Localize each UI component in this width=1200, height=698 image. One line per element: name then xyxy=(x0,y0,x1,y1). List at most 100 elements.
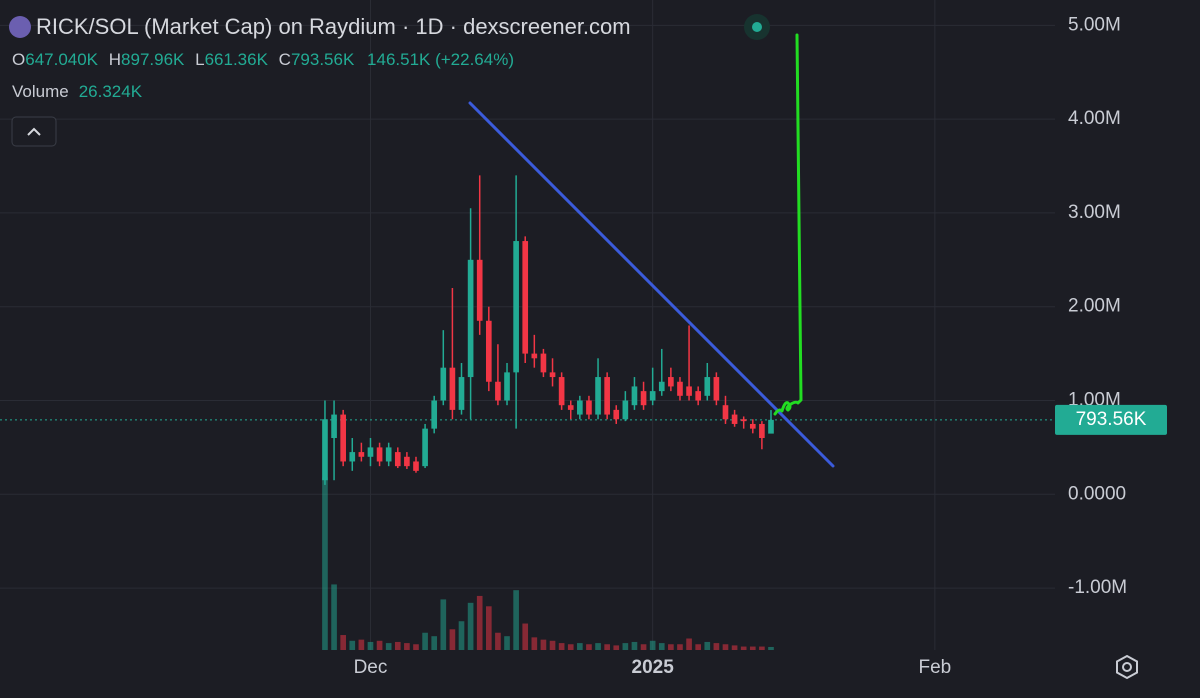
legend-value: 647.040K xyxy=(25,50,98,69)
volume-bar xyxy=(604,644,610,650)
candle-body xyxy=(495,381,501,401)
legend-value: 661.36K xyxy=(205,50,269,69)
volume-bar xyxy=(695,644,701,650)
candle-body xyxy=(549,372,556,378)
candle-body xyxy=(658,381,665,392)
trend-line xyxy=(468,101,835,468)
y-tick-label: 3.00M xyxy=(1068,202,1121,223)
volume-bar xyxy=(440,599,447,650)
gear-hole xyxy=(1122,662,1132,672)
candle-body xyxy=(413,461,419,471)
x-tick-label: Feb xyxy=(918,657,951,678)
volume-bar xyxy=(722,644,729,650)
breakout-arrow xyxy=(773,33,803,416)
candle-body xyxy=(322,419,328,481)
candles xyxy=(322,175,774,485)
candle-body xyxy=(586,400,592,415)
candle-body xyxy=(631,386,638,406)
volume-bar xyxy=(768,646,774,650)
volume-bar xyxy=(686,638,692,650)
candle-body xyxy=(595,377,601,415)
volume-bar xyxy=(622,643,629,650)
candle-body xyxy=(640,391,647,406)
legend-change: 146.51K (+22.64%) xyxy=(367,50,514,69)
volume-bar xyxy=(668,644,674,650)
candle-body xyxy=(431,400,438,429)
candle-body xyxy=(513,241,519,373)
last-price-tag xyxy=(1055,404,1167,435)
candle-body xyxy=(358,452,365,457)
volume-bar xyxy=(476,595,483,650)
volume-bar xyxy=(558,643,565,650)
candle-body xyxy=(759,423,765,439)
token-avatar xyxy=(9,16,31,38)
candle-body xyxy=(485,320,492,382)
candle-body xyxy=(367,447,374,457)
volume-bar xyxy=(322,477,328,650)
candle-body xyxy=(567,405,574,410)
candle-body xyxy=(668,377,674,387)
volume-bar xyxy=(613,645,620,650)
volume-bar xyxy=(367,641,374,650)
y-tick-label: 4.00M xyxy=(1068,108,1121,129)
volume-bar xyxy=(549,640,556,650)
candle-body xyxy=(768,419,774,434)
candle-body xyxy=(522,241,529,354)
candle-body xyxy=(422,428,428,467)
candle-body xyxy=(376,447,383,462)
volume-bar xyxy=(540,639,547,650)
candle-body xyxy=(440,367,447,401)
ohlc-legend: O647.040K H897.96K L661.36K C793.56K 146… xyxy=(12,50,514,69)
x-tick-label: 2025 xyxy=(632,657,675,678)
volume-bar xyxy=(640,644,647,650)
volume-bar xyxy=(731,645,738,650)
legend-key: L xyxy=(195,50,204,69)
candle-body xyxy=(713,377,720,401)
settings-button[interactable] xyxy=(1116,654,1138,680)
candle-body xyxy=(458,377,465,410)
volume-pane xyxy=(322,477,774,650)
volume-bar xyxy=(658,643,665,650)
volume-bar xyxy=(704,641,711,650)
candle-body xyxy=(558,377,565,406)
volume-bar xyxy=(649,640,656,650)
volume-bar xyxy=(713,643,720,650)
candle-body xyxy=(695,391,701,401)
volume-bar xyxy=(331,584,337,650)
volume-bar xyxy=(458,621,465,650)
candle-body xyxy=(577,400,583,415)
candle-body xyxy=(740,419,747,422)
candle-body xyxy=(467,259,474,378)
candle-body xyxy=(394,452,401,467)
candle-body xyxy=(476,259,483,321)
candle-body xyxy=(404,456,410,467)
grid xyxy=(0,0,1055,650)
candle-body xyxy=(531,353,538,359)
legend-key: H xyxy=(109,50,121,69)
candle-body xyxy=(704,377,711,396)
volume-bar xyxy=(404,643,410,650)
candle-body xyxy=(340,414,346,462)
axes: 5.00M4.00M3.00M2.00M1.00M0.0000-1.00MDec… xyxy=(354,14,1167,678)
volume-bar xyxy=(349,640,356,650)
volume-bar xyxy=(422,632,428,650)
volume-bar xyxy=(358,639,365,650)
x-tick-label: Dec xyxy=(354,657,388,678)
candle-body xyxy=(649,391,656,401)
candle-body xyxy=(540,353,547,373)
candle-body xyxy=(449,367,456,410)
collapse-button[interactable] xyxy=(11,116,57,147)
volume-bar xyxy=(385,643,392,650)
volume-bar xyxy=(449,629,456,650)
candle-body xyxy=(731,414,738,424)
volume-bar xyxy=(586,644,592,650)
legend-key: C xyxy=(279,50,291,69)
volume-bar xyxy=(759,646,765,650)
candle-body xyxy=(349,452,356,462)
chevron-icon xyxy=(27,127,41,136)
candle-body xyxy=(686,386,692,396)
volume-bar xyxy=(531,637,538,650)
volume-legend: Volume 26.324K xyxy=(12,82,143,101)
